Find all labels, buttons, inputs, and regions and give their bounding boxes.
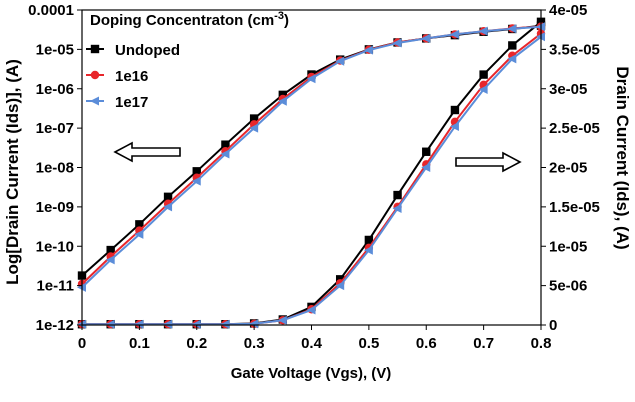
y-left-tick-label: 1e-08 — [36, 160, 74, 177]
x-tick-label: 0.3 — [244, 335, 265, 352]
x-tick-label: 0.5 — [358, 335, 379, 352]
data-point-log-1e17 — [478, 26, 488, 36]
data-point-log-1e17 — [507, 24, 517, 34]
data-point-log-1e17 — [134, 229, 144, 239]
x-tick-label: 0.2 — [186, 335, 207, 352]
y-right-tick-label: 3e-05 — [549, 81, 587, 98]
legend-marker-undoped — [90, 44, 100, 54]
data-point-linear-1e17 — [421, 163, 431, 172]
data-point-linear-undoped — [479, 70, 488, 79]
data-point-linear-undoped — [393, 190, 402, 200]
data-point-linear-undoped — [508, 41, 517, 50]
y-axis-left-title: Log[Drain Current (Ids)], (A) — [3, 59, 22, 285]
tick-labels: 1e-12 1e-11 1e-10 1e-09 1e-08 1e-07 1e-06 1e-05… — [28, 2, 600, 352]
data-point-linear-1e17 — [363, 245, 373, 255]
data-point-linear-1e17 — [105, 319, 115, 329]
y-left-tick-label: 1e-12 — [36, 317, 74, 334]
legend-label-1e16: 1e16 — [115, 68, 148, 85]
data-point-log-1e17 — [163, 202, 173, 212]
data-point-linear-undoped — [422, 147, 431, 156]
left-axis-arrow-icon — [113, 141, 181, 163]
data-point-linear-1e17 — [220, 319, 230, 329]
data-point-linear-1e17 — [335, 281, 345, 291]
data-point-log-undoped — [106, 245, 115, 255]
legend-item-1e16: 1e16 — [86, 68, 148, 85]
x-tick-label: 0.4 — [301, 335, 323, 352]
legend-item-undoped: Undoped — [86, 42, 180, 59]
y-right-tick-label: 2e-05 — [549, 160, 587, 177]
data-point-linear-1e17 — [507, 54, 517, 64]
y-right-tick-label: 1.5e-05 — [549, 199, 600, 216]
legend-title: Doping Concentraton (cm-3) — [90, 10, 289, 29]
data-point-log-1e17 — [191, 176, 201, 186]
x-tick-label: 0.6 — [416, 335, 437, 352]
y-left-tick-label: 1e-10 — [36, 238, 74, 255]
y-right-tick-label: 3.5e-05 — [549, 41, 600, 58]
data-point-linear-undoped — [450, 105, 460, 115]
x-tick-label: 0.7 — [473, 335, 494, 352]
series-line-linear-undoped — [82, 21, 542, 326]
y-right-tick-label: 0 — [549, 317, 557, 334]
series-layer — [77, 17, 546, 329]
data-point-log-1e17 — [277, 96, 287, 106]
legend-label-undoped: Undoped — [115, 42, 180, 59]
x-tick-label: 0.8 — [531, 335, 552, 352]
y-left-tick-label: 1e-09 — [36, 199, 74, 216]
data-point-linear-1e17 — [449, 122, 459, 132]
data-point-log-undoped — [221, 140, 230, 149]
data-point-log-1e17 — [105, 255, 115, 265]
y-left-tick-label: 1e-07 — [36, 120, 74, 137]
y-right-tick-label: 4e-05 — [549, 2, 587, 19]
legend-item-1e17: 1e17 — [86, 94, 148, 111]
data-point-log-1e17 — [449, 29, 459, 39]
legend-label-1e17: 1e17 — [115, 94, 148, 111]
data-point-log-1e17 — [220, 149, 230, 159]
data-point-log-undoped — [249, 114, 259, 123]
right-axis-arrow-icon — [455, 151, 522, 173]
data-point-linear-1e17 — [392, 203, 402, 213]
data-point-linear-undoped — [364, 235, 374, 245]
data-point-log-undoped — [135, 220, 144, 229]
data-point-linear-1e17 — [249, 319, 259, 329]
y-left-tick-label: 1e-05 — [36, 41, 74, 58]
data-point-linear-1e17 — [277, 315, 287, 325]
data-point-log-undoped — [163, 192, 173, 202]
x-axis-title: Gate Voltage (Vgs), (V) — [231, 365, 392, 382]
axes — [77, 9, 546, 330]
series-undoped — [77, 17, 546, 329]
data-point-log-1e17 — [421, 33, 431, 43]
data-point-linear-1e17 — [134, 319, 144, 329]
data-point-log-1e17 — [392, 38, 402, 48]
data-point-log-1e17 — [335, 56, 345, 66]
data-point-linear-1e17 — [163, 319, 173, 329]
y-left-tick-label: 0.0001 — [28, 2, 74, 19]
series-line-log-1e17 — [81, 25, 542, 289]
data-point-linear-1e17 — [191, 319, 201, 329]
y-left-tick-label: 1e-11 — [36, 278, 74, 295]
data-point-log-1e17 — [363, 45, 373, 55]
legend-marker-1e17 — [90, 96, 99, 106]
legend-marker-1e16 — [90, 70, 100, 80]
x-tick-label: 0 — [78, 335, 86, 352]
series-1e17 — [77, 22, 545, 329]
y-right-tick-label: 2.5e-05 — [549, 120, 600, 137]
y-right-tick-label: 5e-06 — [549, 278, 587, 295]
x-tick-label: 0.1 — [129, 335, 150, 352]
y-axis-right-title: Drain Current (Ids), (A) — [613, 66, 632, 249]
y-left-tick-label: 1e-06 — [36, 81, 74, 98]
data-point-linear-1e17 — [306, 305, 316, 315]
data-point-log-1e17 — [306, 74, 316, 84]
data-point-linear-1e17 — [478, 85, 488, 95]
data-point-log-1e17 — [249, 123, 259, 133]
y-right-tick-label: 1e-05 — [549, 238, 587, 255]
data-point-log-undoped — [192, 167, 201, 176]
legend: Doping Concentraton (cm-3) Undoped 1e16 1e… — [86, 10, 289, 111]
